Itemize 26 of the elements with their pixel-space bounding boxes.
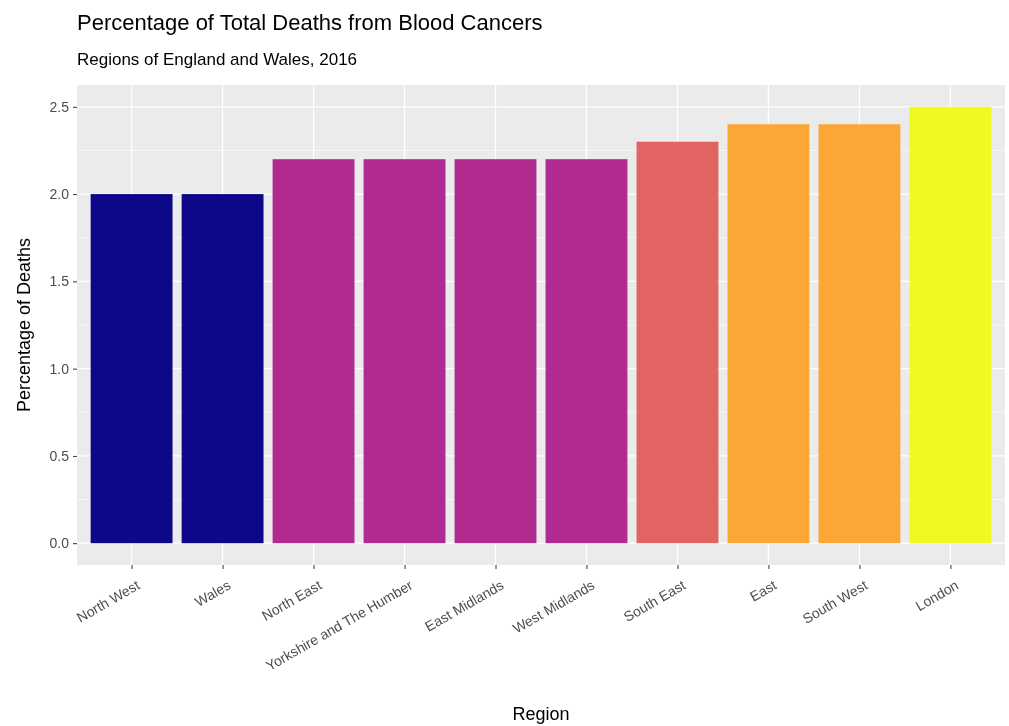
- bar: [636, 141, 719, 544]
- x-tick-label: Wales: [192, 576, 234, 610]
- bar: [363, 159, 446, 544]
- x-axis-title: Region: [512, 704, 570, 724]
- bar: [818, 124, 901, 544]
- x-tick-label: South West: [799, 576, 871, 627]
- bar: [90, 194, 173, 544]
- y-tick-label: 0.0: [49, 535, 70, 552]
- y-tick-label: 1.0: [49, 360, 70, 377]
- bar: [545, 159, 628, 544]
- x-tick-label: East: [746, 576, 780, 605]
- x-tick-label: North West: [73, 576, 143, 626]
- chart-title: Percentage of Total Deaths from Blood Cancers: [77, 10, 543, 35]
- y-tick-label: 2.0: [49, 186, 70, 203]
- y-tick-label: 1.5: [49, 273, 70, 290]
- x-tick-label: North East: [258, 576, 325, 624]
- bar: [272, 159, 355, 544]
- bar: [909, 106, 992, 544]
- x-tick-label: South East: [620, 576, 689, 625]
- chart-subtitle: Regions of England and Wales, 2016: [77, 50, 358, 69]
- y-axis-title: Percentage of Deaths: [14, 237, 34, 413]
- y-tick-label: 2.5: [49, 98, 70, 115]
- bar: [181, 194, 264, 544]
- y-tick-label: 0.5: [49, 447, 70, 464]
- bar: [454, 159, 537, 544]
- bar: [727, 124, 810, 544]
